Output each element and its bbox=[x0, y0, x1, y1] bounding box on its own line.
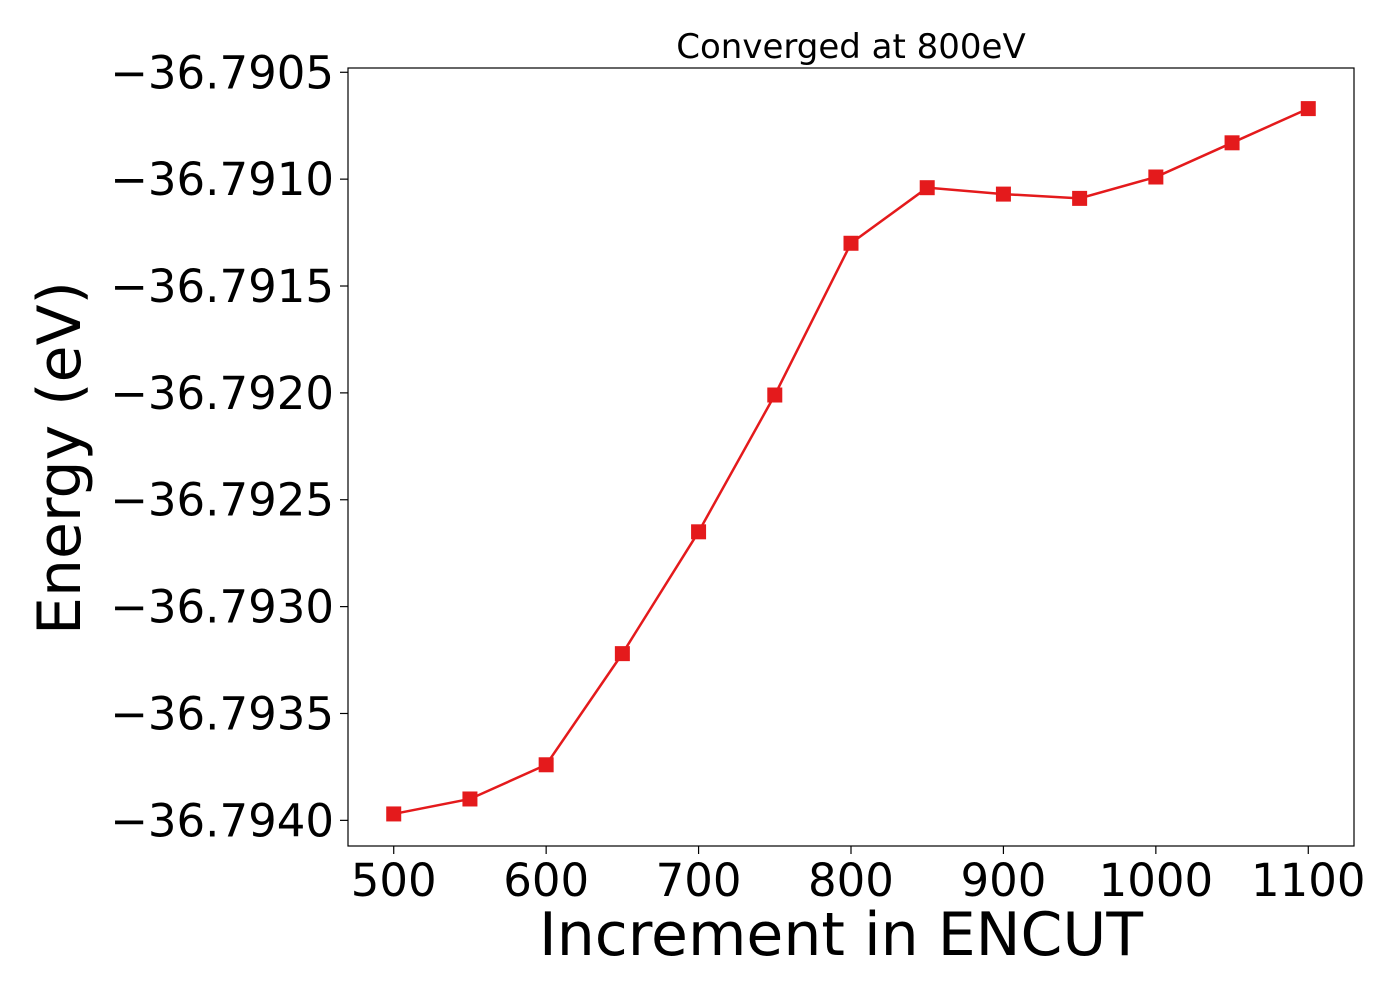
data-point-marker bbox=[1148, 169, 1164, 185]
x-tick-label: 800 bbox=[808, 854, 894, 907]
data-point-marker bbox=[767, 387, 783, 403]
data-point-marker bbox=[995, 186, 1011, 202]
data-point-marker bbox=[386, 806, 402, 822]
plot-area-frame bbox=[347, 67, 1355, 847]
x-tick-label: 500 bbox=[351, 854, 437, 907]
x-axis: 500 600 700 800 900 1000 1100 bbox=[351, 846, 1366, 907]
data-point-marker bbox=[614, 646, 630, 662]
data-point-marker bbox=[691, 524, 707, 540]
y-tick-label: −36.7935 bbox=[110, 687, 334, 740]
x-tick-label: 700 bbox=[656, 854, 742, 907]
data-point-marker bbox=[843, 235, 859, 251]
data-point-marker bbox=[462, 791, 478, 807]
x-tick-label: 900 bbox=[960, 854, 1046, 907]
data-point-marker bbox=[1224, 135, 1240, 151]
data-point-marker bbox=[1300, 101, 1316, 117]
y-axis: −36.7940 −36.7935 −36.7930 −36.7925 −36.7920… bbox=[110, 46, 348, 847]
series-line bbox=[393, 107, 1309, 816]
x-tick-label: 600 bbox=[503, 854, 589, 907]
y-tick-label: −36.7910 bbox=[110, 153, 334, 206]
y-tick-label: −36.7930 bbox=[110, 581, 334, 634]
y-tick-label: −36.7940 bbox=[110, 794, 334, 847]
x-tick-label: 1100 bbox=[1251, 854, 1366, 907]
x-axis-label: Increment in ENCUT bbox=[539, 900, 1143, 970]
data-point-marker bbox=[1072, 190, 1088, 206]
chart-title: Converged at 800eV bbox=[676, 27, 1025, 67]
data-point-marker bbox=[919, 180, 935, 196]
y-tick-label: −36.7915 bbox=[110, 260, 334, 313]
energy-series bbox=[386, 101, 1316, 822]
y-axis-label: Energy (eV) bbox=[25, 281, 95, 635]
data-point-marker bbox=[538, 757, 554, 773]
x-tick-label: 1000 bbox=[1099, 854, 1214, 907]
y-tick-label: −36.7905 bbox=[110, 46, 334, 99]
y-tick-label: −36.7920 bbox=[110, 367, 334, 420]
y-tick-label: −36.7925 bbox=[110, 474, 334, 527]
